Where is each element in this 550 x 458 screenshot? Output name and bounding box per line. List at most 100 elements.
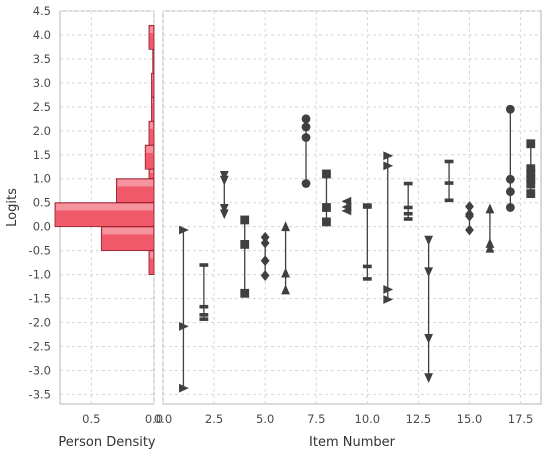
item-marker-square <box>526 169 536 178</box>
density-bar <box>148 250 155 275</box>
density-bar-highlight <box>152 74 153 82</box>
item-marker-square <box>526 174 536 184</box>
item-marker-triangle-down <box>219 175 229 186</box>
item-marker-triangle-up <box>485 242 495 253</box>
item-4-series <box>240 215 250 298</box>
item-10-series <box>362 203 372 281</box>
logit-tick-label: 2.0 <box>33 124 51 138</box>
item-number-tick-label: 15.0 <box>457 412 483 426</box>
density-tick-label: 0.5 <box>82 412 100 426</box>
item-marker-bar <box>199 304 209 309</box>
item-number-tick-label: 2.5 <box>205 412 223 426</box>
item-marker-bar <box>403 205 413 210</box>
item-number-tick-label: 10.0 <box>355 412 381 426</box>
item-marker-circle <box>301 179 311 188</box>
item-marker-bar <box>362 205 372 209</box>
item-marker-diamond <box>465 210 474 222</box>
item-marker-square <box>526 189 536 199</box>
item-number-tick-label: 5.0 <box>256 412 274 426</box>
item-marker-triangle-right <box>383 161 394 171</box>
item-marker-bar <box>444 181 454 185</box>
item-number-tick-labels: 0.0 2.5 5.0 7.5 10.0 12.5 15.0 17.5 <box>154 412 534 426</box>
item-marker-square <box>526 139 536 149</box>
logit-tick-label: -2.5 <box>29 339 51 353</box>
item-13-series <box>424 235 434 384</box>
item-2-series <box>199 263 209 321</box>
item-marker-triangle-down <box>424 333 434 344</box>
item-3-series <box>219 170 229 220</box>
logit-tick-label: -3.5 <box>29 387 51 401</box>
item-marker-diamond <box>260 255 270 267</box>
item-marker-triangle-right <box>383 285 394 294</box>
density-bar-highlight <box>149 122 153 129</box>
item-12-series <box>403 181 413 221</box>
item-marker-circle <box>505 187 515 197</box>
item-18-series <box>526 139 536 199</box>
item-marker-bar <box>403 217 413 221</box>
item-panel: 0.0 2.5 5.0 7.5 10.0 12.5 15.0 17.5 Item Number <box>154 10 542 450</box>
item-marker-circle <box>505 174 515 184</box>
item-marker-bar <box>199 313 209 317</box>
item-marker-bar <box>362 203 372 207</box>
logit-tick-label: 2.5 <box>33 100 51 114</box>
logit-tick-label: 3.5 <box>33 52 51 66</box>
item-marker-diamond <box>465 224 474 236</box>
item-marker-circle <box>505 104 515 114</box>
item-marker-square <box>240 288 250 298</box>
density-bar <box>100 226 155 252</box>
item-9-series <box>341 196 352 216</box>
logits-axis-label: Logits <box>5 188 20 227</box>
density-bar-highlight <box>102 227 153 235</box>
item-marker-triangle-left <box>341 206 352 216</box>
person-density-histogram <box>54 24 155 275</box>
density-bar-highlight <box>152 98 153 105</box>
item-8-series <box>322 169 331 227</box>
item-marker-triangle-up <box>485 203 495 214</box>
item-marker-square <box>240 215 250 225</box>
item-number-tick-label: 17.5 <box>508 412 534 426</box>
item-17-series <box>505 104 515 212</box>
item-6-series <box>281 221 290 295</box>
item-marker-bar <box>403 211 413 216</box>
density-bar <box>152 48 155 74</box>
item-marker-diamond <box>260 231 270 243</box>
density-bar-highlight <box>117 179 153 187</box>
density-bar-highlight <box>149 170 153 173</box>
item-marker-circle <box>301 133 311 142</box>
logit-tick-label: 4.5 <box>33 4 51 18</box>
item-marker-diamond <box>260 237 270 249</box>
item-marker-square <box>322 217 331 227</box>
item-marker-square <box>526 179 536 189</box>
item-11-series <box>383 151 394 304</box>
item-marker-diamond <box>260 270 270 281</box>
logit-tick-label: -0.5 <box>29 244 51 258</box>
item-marker-circle <box>301 114 311 124</box>
density-bar-highlight <box>149 251 153 259</box>
item-marker-bar <box>362 277 372 281</box>
logit-tick-label: -1.5 <box>29 292 51 306</box>
item-marker-bar <box>199 263 209 267</box>
item-marker-circle <box>505 203 515 212</box>
item-marker-square <box>322 169 331 179</box>
item-marker-bar <box>403 181 413 186</box>
item-marker-triangle-up <box>281 221 290 232</box>
item-marker-triangle-down <box>219 204 229 214</box>
density-bar-highlight <box>55 203 154 211</box>
logit-tick-label: -1.0 <box>29 268 51 282</box>
item-marker-triangle-up <box>281 284 290 295</box>
item-markers <box>179 104 536 393</box>
density-bar-highlight <box>149 26 153 34</box>
item-7-series <box>301 114 311 188</box>
item-marker-square <box>322 203 331 212</box>
item-marker-triangle-down <box>424 267 434 278</box>
logit-tick-label: 1.0 <box>33 172 51 186</box>
item-marker-bar <box>362 264 372 269</box>
density-bar-highlight <box>146 146 153 153</box>
item-marker-square <box>526 164 536 174</box>
person-density-axis-label: Person Density <box>58 435 156 450</box>
logit-tick-label: 1.5 <box>33 148 51 162</box>
logits-tick-labels: 4.5 4.0 3.5 3.0 2.5 2.0 1.5 1.0 0.5 0.0 -0.5 -1.0 -1… <box>29 4 51 401</box>
item-plot-area <box>162 10 542 405</box>
item-number-tick-label: 7.5 <box>307 412 325 426</box>
